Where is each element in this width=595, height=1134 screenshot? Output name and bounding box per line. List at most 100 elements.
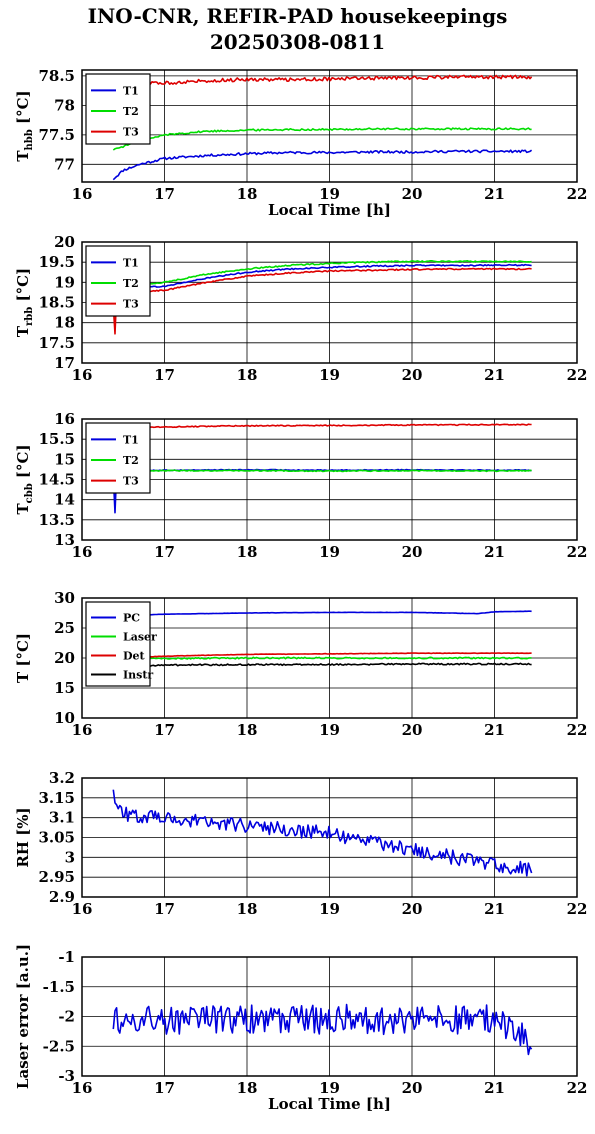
y-tick-label: -1 [58, 948, 75, 966]
legend-label: Laser [123, 631, 157, 644]
x-tick-label: 22 [567, 721, 588, 739]
y-tick-label: 14.5 [38, 471, 75, 489]
y-axis-label: Tcbb [°C] [14, 444, 35, 514]
y-axis-label: T [°C] [14, 633, 32, 683]
series-line-laser [113, 656, 532, 661]
x-tick-label: 16 [72, 185, 93, 203]
y-axis-label-unit: [°C] [14, 444, 32, 483]
x-tick-label: 16 [72, 543, 93, 561]
x-tick-label: 19 [319, 543, 340, 561]
y-tick-label: 30 [54, 589, 75, 607]
plot-frame [81, 69, 578, 183]
x-tick-label: 16 [72, 1079, 93, 1097]
series-line-t1 [112, 263, 532, 327]
y-axis-label: Trbb [°C] [14, 268, 35, 337]
x-tick-label: 17 [154, 721, 175, 739]
plot-frame [81, 777, 578, 898]
x-tick-label: 17 [154, 900, 175, 918]
y-tick-label: 13.5 [38, 511, 75, 529]
x-axis-label: Local Time [h] [268, 201, 391, 219]
series-line-pc [113, 610, 532, 617]
x-tick-label: 20 [402, 721, 423, 739]
x-tick-label: 20 [402, 543, 423, 561]
x-tick-label: 20 [402, 185, 423, 203]
legend-box [85, 245, 151, 317]
x-tick-label: 19 [319, 1079, 340, 1097]
y-tick-label: 17 [54, 354, 75, 372]
y-tick-label: 77.5 [38, 126, 75, 144]
x-tick-label: 21 [484, 543, 505, 561]
y-tick-label: 3.2 [49, 769, 75, 787]
y-tick-label: 2.95 [38, 868, 75, 886]
x-tick-label: 22 [567, 366, 588, 384]
legend-label: T2 [123, 454, 139, 467]
plot-frame [81, 418, 578, 541]
series-line-data [112, 1003, 533, 1056]
x-tick-label: 20 [402, 366, 423, 384]
series-line-det [113, 652, 532, 659]
y-axis-label-unit: [°C] [14, 90, 32, 129]
x-tick-label: 21 [484, 721, 505, 739]
y-axis-label-main: T [14, 150, 32, 162]
y-tick-label: -3 [58, 1067, 75, 1085]
chart-title: INO-CNR, REFIR-PAD housekeepings [87, 4, 508, 28]
x-tick-label: 18 [237, 900, 258, 918]
y-tick-label: 2.9 [49, 888, 75, 906]
x-tick-label: 19 [319, 721, 340, 739]
legend-label: T3 [123, 475, 139, 488]
y-tick-label: 3.05 [38, 829, 75, 847]
legend-label: PC [123, 612, 140, 625]
y-tick-label: 19 [54, 273, 75, 291]
y-tick-label: 13 [54, 531, 75, 549]
x-tick-label: 16 [72, 721, 93, 739]
x-tick-label: 21 [484, 185, 505, 203]
x-tick-label: 18 [237, 543, 258, 561]
y-tick-label: 16 [54, 410, 75, 428]
plot-frame [81, 241, 578, 364]
legend-label: T1 [123, 256, 139, 269]
series-line-t1 [112, 468, 532, 514]
legend-label: Instr [123, 669, 153, 682]
x-tick-label: 17 [154, 185, 175, 203]
y-tick-label: -2 [58, 1008, 75, 1026]
y-tick-label: 17.5 [38, 334, 75, 352]
x-tick-label: 22 [567, 1079, 588, 1097]
y-tick-label: 15.5 [38, 430, 75, 448]
panel-1: 16 17 18 19 20 21 22 77 77.5 78 78.5 Local Time [h]… [14, 67, 587, 219]
chart-subtitle: 20250308-0811 [209, 30, 386, 54]
y-tick-label: 78 [54, 96, 75, 114]
legend-label: T1 [123, 84, 139, 97]
y-tick-label: 19.5 [38, 253, 75, 271]
legend-label: T3 [123, 126, 139, 139]
y-tick-label: 3 [65, 848, 75, 866]
series-line-data [112, 789, 533, 877]
y-tick-label: 15 [54, 679, 75, 697]
y-tick-label: 3.15 [38, 789, 75, 807]
x-axis-label: Local Time [h] [268, 1095, 391, 1113]
y-tick-label: 15 [54, 450, 75, 468]
series-line-t2 [112, 260, 532, 324]
legend-label: T1 [123, 433, 139, 446]
legend-label: T3 [123, 298, 139, 311]
y-tick-label: -2.5 [43, 1037, 75, 1055]
x-tick-label: 17 [154, 543, 175, 561]
x-tick-label: 17 [154, 366, 175, 384]
x-tick-label: 16 [72, 900, 93, 918]
x-tick-label: 17 [154, 1079, 175, 1097]
y-tick-label: 14 [54, 491, 75, 509]
y-axis-label: Thbb [°C] [14, 90, 35, 161]
plot-frame [81, 956, 578, 1077]
plot-frame [81, 597, 578, 719]
y-axis-label-subscript: rbb [24, 307, 35, 326]
x-tick-label: 21 [484, 1079, 505, 1097]
y-tick-label: 77 [54, 155, 75, 173]
series-line-t3 [113, 423, 532, 431]
panel-5: 16 17 18 19 20 21 22 2.9 2.95 33.05 3.1 3.15 3.2 RH [… [14, 769, 587, 918]
legend: T1 T2 T3 [85, 245, 151, 317]
legend-label: Det [123, 650, 146, 663]
y-tick-label: -1.5 [43, 978, 75, 996]
x-tick-label: 21 [484, 900, 505, 918]
y-axis-label: Laser error [a.u.] [14, 944, 32, 1089]
y-axis-label-unit: [°C] [14, 268, 32, 307]
